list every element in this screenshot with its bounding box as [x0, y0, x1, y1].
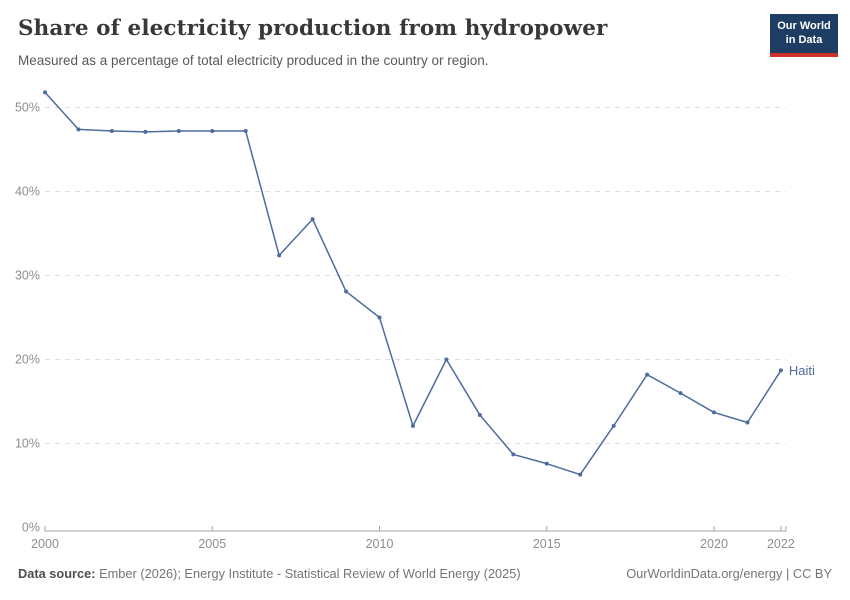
x-axis-line: [44, 526, 787, 532]
license-note[interactable]: OurWorldinData.org/energy | CC BY: [626, 566, 832, 581]
series-end-label-haiti[interactable]: Haiti: [789, 363, 815, 378]
y-tick-label-40: 40%: [15, 185, 40, 199]
data-point-haiti-2021[interactable]: [745, 420, 750, 425]
data-point-haiti-2001[interactable]: [76, 127, 81, 132]
data-point-haiti-2006[interactable]: [243, 129, 248, 134]
x-tick-label-2000: 2000: [31, 537, 59, 551]
data-point-haiti-2014[interactable]: [511, 452, 516, 457]
data-point-haiti-2015[interactable]: [544, 461, 549, 466]
chart-subtitle: Measured as a percentage of total electr…: [18, 53, 489, 68]
data-point-haiti-2003[interactable]: [143, 129, 148, 134]
data-source-note: Data source: Ember (2026); Energy Instit…: [18, 566, 521, 581]
data-point-haiti-2012[interactable]: [444, 357, 449, 362]
data-point-haiti-2022[interactable]: [778, 368, 783, 373]
data-point-haiti-2013[interactable]: [477, 412, 482, 417]
y-tick-label-0: 0%: [22, 521, 40, 535]
series-line-haiti: [44, 91, 782, 476]
page-title: Share of electricity production from hyd…: [18, 16, 608, 41]
data-point-haiti-2000[interactable]: [43, 90, 47, 95]
data-point-haiti-2010[interactable]: [377, 315, 382, 320]
data-point-haiti-2019[interactable]: [678, 391, 683, 396]
data-point-haiti-2005[interactable]: [210, 129, 215, 134]
data-point-haiti-2017[interactable]: [611, 423, 616, 428]
x-tick-label-2015: 2015: [533, 537, 561, 551]
data-point-haiti-2020[interactable]: [712, 410, 716, 415]
data-point-haiti-2009[interactable]: [344, 289, 349, 294]
data-point-haiti-2004[interactable]: [176, 129, 181, 134]
owid-logo[interactable]: Our World in Data: [770, 14, 838, 57]
y-tick-label-50: 50%: [15, 101, 40, 115]
data-source-label: Data source:: [18, 566, 96, 581]
x-tick-label-2005: 2005: [198, 537, 226, 551]
y-tick-label-10: 10%: [15, 437, 40, 451]
data-point-haiti-2018[interactable]: [645, 372, 650, 377]
x-tick-label-2022: 2022: [767, 537, 795, 551]
y-tick-label-30: 30%: [15, 269, 40, 283]
y-tick-label-20: 20%: [15, 353, 40, 367]
data-point-haiti-2008[interactable]: [310, 217, 315, 222]
data-point-haiti-2002[interactable]: [109, 129, 114, 134]
data-source-text: Ember (2026); Energy Institute - Statist…: [95, 566, 521, 581]
chart-footer: Data source: Ember (2026); Energy Instit…: [18, 566, 832, 581]
owid-logo-line1: Our World: [777, 20, 831, 32]
line-chart[interactable]: 0% 10% 20% 30% 40% 50% 2000 2005 2010 2015 2020 202…: [0, 78, 850, 560]
x-tick-label-2020: 2020: [700, 537, 728, 551]
data-point-haiti-2016[interactable]: [578, 472, 583, 477]
owid-logo-line2: in Data: [785, 33, 823, 46]
x-tick-label-2010: 2010: [366, 537, 394, 551]
data-point-haiti-2011[interactable]: [410, 423, 415, 428]
data-point-haiti-2007[interactable]: [277, 253, 282, 258]
